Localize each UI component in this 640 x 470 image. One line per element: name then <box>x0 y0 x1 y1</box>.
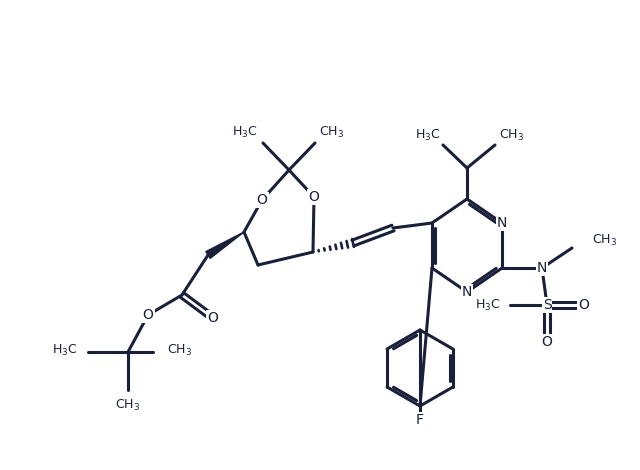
Text: O: O <box>541 335 552 349</box>
Text: N: N <box>497 216 507 230</box>
Text: O: O <box>579 298 589 312</box>
Polygon shape <box>206 232 244 258</box>
Text: O: O <box>257 193 268 207</box>
Text: $\mathregular{H_3C}$: $\mathregular{H_3C}$ <box>476 298 500 313</box>
Text: N: N <box>537 261 547 275</box>
Text: $\mathregular{H_3C}$: $\mathregular{H_3C}$ <box>232 125 258 140</box>
Text: N: N <box>462 285 472 299</box>
Text: $\mathregular{CH_3}$: $\mathregular{CH_3}$ <box>115 398 141 413</box>
Text: O: O <box>143 308 154 322</box>
Text: $\mathregular{CH_3}$: $\mathregular{CH_3}$ <box>168 343 193 358</box>
Text: $\mathregular{H_3C}$: $\mathregular{H_3C}$ <box>52 343 78 358</box>
Text: O: O <box>207 311 218 325</box>
Text: $\mathregular{CH_3}$: $\mathregular{CH_3}$ <box>499 127 525 142</box>
Text: $\mathregular{CH_3}$: $\mathregular{CH_3}$ <box>592 233 617 248</box>
Text: $\mathregular{CH_3}$: $\mathregular{CH_3}$ <box>319 125 344 140</box>
Text: $\mathregular{H_3C}$: $\mathregular{H_3C}$ <box>415 127 441 142</box>
Text: F: F <box>416 413 424 427</box>
Text: S: S <box>543 298 552 312</box>
Text: O: O <box>308 190 319 204</box>
